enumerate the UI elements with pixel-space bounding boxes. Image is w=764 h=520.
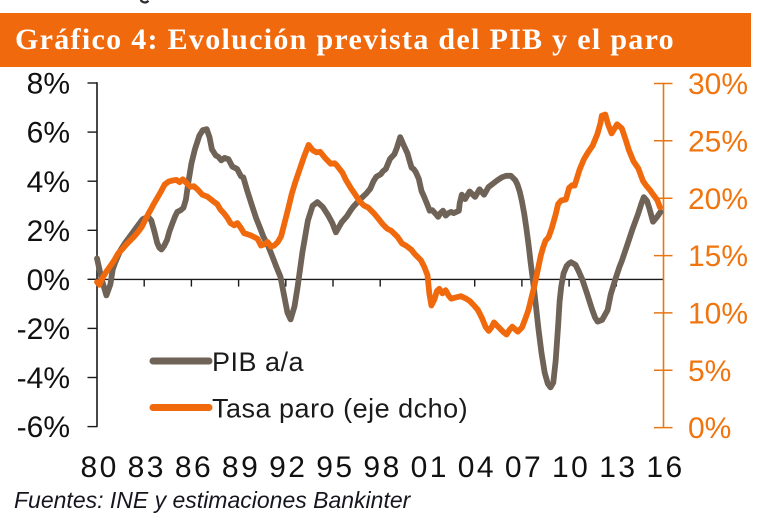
svg-text:20%: 20% [688,183,748,216]
svg-text:Tasa paro (eje dcho): Tasa paro (eje dcho) [212,394,468,424]
svg-text:04: 04 [458,451,496,484]
svg-text:10%: 10% [688,298,748,331]
svg-text:89: 89 [222,451,260,484]
svg-text:83: 83 [128,451,166,484]
svg-text:10: 10 [552,451,590,484]
svg-text:8%: 8% [27,68,70,101]
svg-text:25%: 25% [688,125,748,158]
svg-text:6%: 6% [27,117,70,150]
svg-text:98: 98 [363,451,401,484]
svg-text:5%: 5% [688,355,731,388]
svg-text:2%: 2% [27,215,70,248]
svg-text:-6%: -6% [17,411,70,444]
svg-text:PIB a/a: PIB a/a [212,347,305,377]
svg-text:-2%: -2% [17,313,70,346]
svg-text:13: 13 [599,451,637,484]
svg-text:92: 92 [269,451,307,484]
svg-text:4%: 4% [27,166,70,199]
svg-text:16: 16 [646,451,684,484]
svg-text:15%: 15% [688,240,748,273]
svg-text:0%: 0% [688,412,731,445]
svg-text:80: 80 [81,451,119,484]
svg-text:86: 86 [175,451,213,484]
svg-text:01: 01 [411,451,449,484]
svg-text:30%: 30% [688,68,748,101]
svg-text:-4%: -4% [17,362,70,395]
svg-text:95: 95 [316,451,354,484]
svg-text:07: 07 [505,451,543,484]
svg-text:0%: 0% [27,264,70,297]
